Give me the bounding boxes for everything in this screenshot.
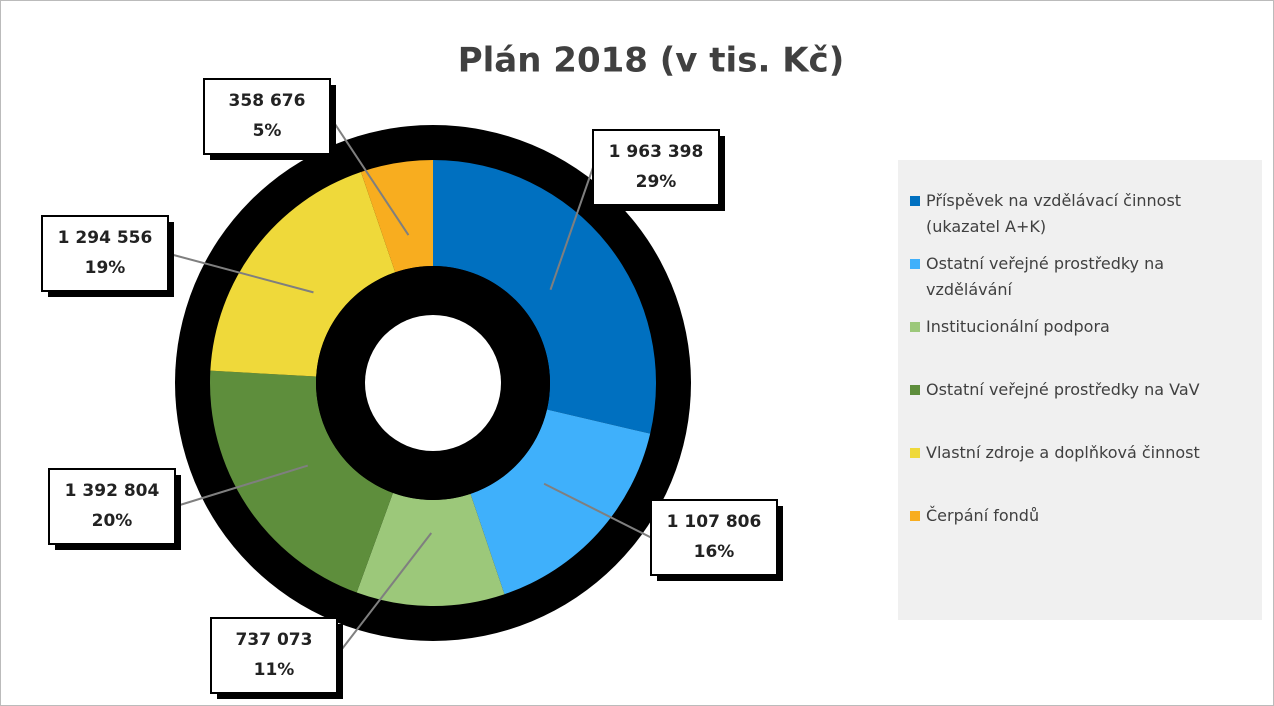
slice <box>210 171 396 377</box>
slice <box>210 370 393 593</box>
leader-line <box>543 482 652 539</box>
label-box <box>41 215 169 292</box>
legend-swatch <box>910 322 920 332</box>
legend-label: Příspěvek na vzdělávací činnost (ukazate… <box>926 191 1182 236</box>
legend-item: Institucionální podpora <box>910 314 1252 377</box>
leader-line <box>167 252 314 294</box>
legend-label: Institucionální podpora <box>926 317 1110 336</box>
legend-swatch <box>910 259 920 269</box>
slice <box>470 409 651 595</box>
percent-label: 19% <box>85 258 126 278</box>
label-box <box>592 129 720 206</box>
legend-item: Čerpání fondů <box>910 503 1252 566</box>
label-box <box>203 78 331 155</box>
legend-item: Ostatní veřejné prostředky na vzdělávání <box>910 251 1252 314</box>
legend-item: Ostatní veřejné prostředky na VaV <box>910 377 1252 440</box>
legend-label: Vlastní zdroje a doplňková činnost <box>926 443 1200 462</box>
legend-label: Čerpání fondů <box>926 506 1040 525</box>
chart-title: Plán 2018 (v tis. Kč) <box>458 41 845 81</box>
value-label: 358 676 <box>229 91 306 111</box>
value-label: 1 392 804 <box>65 481 160 501</box>
percent-label: 29% <box>636 172 677 192</box>
legend-item: Příspěvek na vzdělávací činnost (ukazate… <box>910 188 1252 251</box>
legend-swatch <box>910 511 920 521</box>
leader-line <box>174 464 309 508</box>
percent-label: 11% <box>254 660 295 680</box>
slice <box>433 160 656 434</box>
slice <box>356 492 505 607</box>
legend-swatch <box>910 448 920 458</box>
legend-swatch <box>910 385 920 395</box>
hole <box>365 315 501 451</box>
label-box <box>650 499 778 576</box>
percent-label: 20% <box>92 511 133 531</box>
leader-line <box>329 115 410 236</box>
legend-label: Ostatní veřejné prostředky na VaV <box>926 380 1200 399</box>
percent-label: 16% <box>694 542 735 562</box>
label-box <box>48 468 176 545</box>
leader-line <box>336 532 433 657</box>
legend-label: Ostatní veřejné prostředky na vzdělávání <box>926 254 1165 299</box>
value-label: 1 294 556 <box>58 228 153 248</box>
value-label: 737 073 <box>236 630 313 650</box>
legend-swatch <box>910 196 920 206</box>
label-box <box>210 617 338 694</box>
value-label: 1 963 398 <box>609 142 704 162</box>
legend-item: Vlastní zdroje a doplňková činnost <box>910 440 1252 503</box>
leader-line <box>549 167 594 291</box>
percent-label: 5% <box>253 121 282 141</box>
legend: Příspěvek na vzdělávací činnost (ukazate… <box>898 160 1262 620</box>
value-label: 1 107 806 <box>667 512 762 532</box>
